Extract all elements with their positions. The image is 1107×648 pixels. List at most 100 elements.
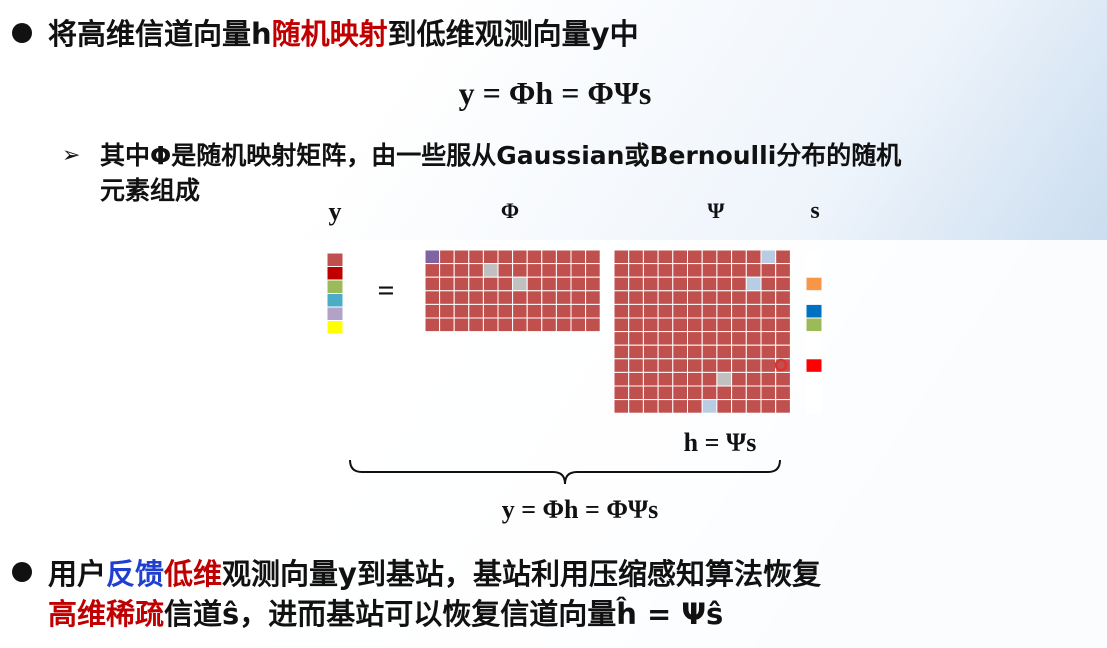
figure-label: s xyxy=(810,198,819,224)
matrix-cell xyxy=(701,276,718,292)
matrix-cell xyxy=(628,371,644,387)
matrix-cell xyxy=(468,263,484,278)
matrix-cell xyxy=(731,331,747,346)
matrix-cell xyxy=(657,344,674,360)
matrix-cell xyxy=(775,303,791,319)
matrix-cell xyxy=(657,317,674,333)
matrix-cell xyxy=(805,399,823,414)
matrix-cell xyxy=(760,249,777,265)
matrix-cell xyxy=(731,344,747,360)
matrix-cell xyxy=(585,290,601,305)
text-run: 反馈 xyxy=(106,557,164,591)
matrix-cell xyxy=(424,276,441,292)
matrix-cell xyxy=(585,249,601,265)
matrix-cell xyxy=(701,399,718,414)
matrix-cell xyxy=(512,276,528,292)
matrix-cell xyxy=(716,344,733,360)
matrix-cell xyxy=(526,263,543,278)
matrix-cell xyxy=(805,290,823,305)
matrix-cell xyxy=(642,317,659,333)
bullet-text: 用户反馈低维观测向量y到基站，基站利用压缩感知算法恢复 xyxy=(48,557,821,591)
matrix-cell xyxy=(716,303,733,319)
matrix-cell xyxy=(775,399,791,414)
matrix-cell xyxy=(497,276,514,292)
matrix-cell xyxy=(657,263,674,278)
matrix-cell xyxy=(701,263,718,278)
cursor-marker xyxy=(774,358,788,372)
matrix-cell xyxy=(585,276,601,292)
matrix-cell xyxy=(805,303,823,319)
matrix-cell xyxy=(701,303,718,319)
matrix-cell xyxy=(687,249,703,265)
matrix-cell xyxy=(628,249,644,265)
matrix-cell xyxy=(424,290,441,305)
matrix-cell xyxy=(731,276,747,292)
matrix-cell xyxy=(326,293,344,308)
matrix-cell xyxy=(453,276,470,292)
matrix-cell xyxy=(805,331,823,346)
matrix-cell xyxy=(326,320,344,335)
matrix-cell xyxy=(672,276,688,292)
matrix-cell xyxy=(805,276,823,292)
matrix-cell xyxy=(570,276,587,292)
matrix-cell xyxy=(775,249,791,265)
matrix-cell xyxy=(701,331,718,346)
bullet-dot xyxy=(12,23,32,43)
matrix-cell xyxy=(716,249,733,265)
matrix-cell xyxy=(439,263,455,278)
matrix-cell xyxy=(497,290,514,305)
matrix-cell xyxy=(642,331,659,346)
matrix-cell xyxy=(805,358,823,373)
matrix-cell xyxy=(541,317,557,333)
matrix-cell xyxy=(745,303,762,319)
arrow-bullet: ➢ xyxy=(62,143,80,168)
bullet-text: 将高维信道向量h随机映射到低维观测向量y中 xyxy=(48,17,639,51)
matrix-cell xyxy=(526,276,543,292)
matrix-cell xyxy=(731,371,747,387)
matrix-cell xyxy=(642,358,659,373)
matrix-cell xyxy=(745,358,762,373)
matrix-cell xyxy=(701,358,718,373)
matrix-cell xyxy=(642,344,659,360)
matrix-cell xyxy=(482,249,499,265)
matrix-cell xyxy=(497,303,514,319)
matrix-cell xyxy=(628,317,644,333)
matrix-cell xyxy=(326,266,344,281)
matrix-cell xyxy=(555,303,572,319)
matrix-cell xyxy=(716,371,733,387)
matrix-cell xyxy=(657,399,674,414)
matrix-cell xyxy=(687,263,703,278)
matrix-cell xyxy=(613,290,630,305)
matrix-cell xyxy=(628,385,644,401)
bullet-dot xyxy=(12,562,32,582)
matrix-cell xyxy=(555,263,572,278)
matrix-cell xyxy=(687,358,703,373)
matrix-cell xyxy=(555,276,572,292)
matrix-cell xyxy=(657,276,674,292)
matrix-cell xyxy=(657,290,674,305)
matrix-cell xyxy=(701,385,718,401)
matrix-cell xyxy=(326,306,344,321)
matrix-cell xyxy=(613,358,630,373)
matrix-cell xyxy=(555,317,572,333)
matrix-cell xyxy=(687,399,703,414)
matrix-cell xyxy=(687,303,703,319)
matrix-cell xyxy=(555,290,572,305)
matrix-cell xyxy=(468,303,484,319)
matrix-cell xyxy=(687,385,703,401)
figure-label: Ψ xyxy=(707,198,725,223)
matrix-cell xyxy=(760,358,777,373)
matrix-cell xyxy=(541,249,557,265)
matrix-cell xyxy=(439,290,455,305)
matrix-cell xyxy=(805,385,823,401)
matrix-cell xyxy=(731,303,747,319)
matrix-cell xyxy=(760,290,777,305)
equals-sign: = xyxy=(377,274,394,307)
matrix-cell xyxy=(672,399,688,414)
matrix-cell xyxy=(731,385,747,401)
matrix-cell xyxy=(482,317,499,333)
text-run: 信道ŝ，进而基站可以恢复信道向量ĥ = Ψŝ xyxy=(164,597,723,631)
matrix-cell xyxy=(526,317,543,333)
matrix-cell xyxy=(628,263,644,278)
matrix-cell xyxy=(701,344,718,360)
